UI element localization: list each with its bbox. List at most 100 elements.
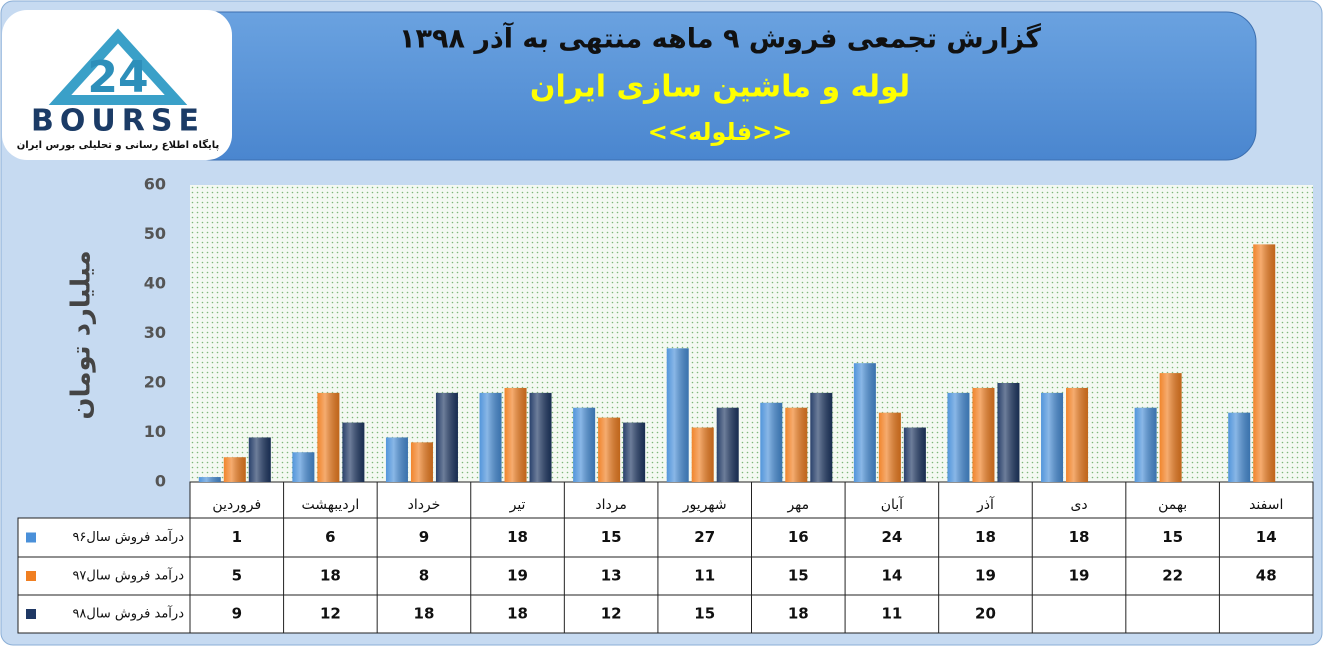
bar-highlight bbox=[972, 387, 995, 482]
table-cell: 18 bbox=[507, 605, 528, 623]
logo-name: BOURSE bbox=[31, 104, 205, 139]
x-tick-label: اردیبهشت bbox=[302, 497, 360, 513]
bar-highlight bbox=[1159, 373, 1182, 482]
table-cell: 15 bbox=[788, 567, 809, 585]
bar-highlight bbox=[810, 392, 833, 482]
legend-swatch bbox=[26, 609, 36, 619]
x-tick-label: مهر bbox=[786, 497, 809, 513]
legend-label: درآمد فروش سال۹۷ bbox=[72, 567, 184, 584]
bar-highlight bbox=[1228, 412, 1251, 482]
x-tick-label: اسفند bbox=[1249, 497, 1283, 513]
bar-highlight bbox=[760, 402, 783, 482]
chart-symbol: <<فلوله>> bbox=[648, 118, 793, 146]
logo-number: 24 bbox=[87, 52, 148, 103]
bar-highlight bbox=[1066, 387, 1089, 482]
table-cell: 12 bbox=[601, 605, 622, 623]
x-tick-label: دی bbox=[1070, 497, 1087, 513]
bar-highlight bbox=[504, 387, 527, 482]
y-axis-label: میلیارد تومان bbox=[67, 250, 97, 419]
table-cell: 18 bbox=[975, 528, 996, 546]
table-cell: 9 bbox=[232, 605, 242, 623]
table-cell: 18 bbox=[507, 528, 528, 546]
x-tick-label: آبان bbox=[881, 496, 904, 513]
bar-highlight bbox=[947, 392, 970, 482]
table-cell: 1 bbox=[232, 528, 242, 546]
table-cell: 5 bbox=[232, 567, 242, 585]
bar-highlight bbox=[691, 427, 714, 482]
x-tick-label: بهمن bbox=[1158, 497, 1187, 513]
bar-highlight bbox=[479, 392, 502, 482]
bar-highlight bbox=[292, 452, 315, 482]
table-cell: 18 bbox=[414, 605, 435, 623]
y-tick-label: 30 bbox=[144, 323, 166, 342]
y-tick-label: 0 bbox=[155, 472, 166, 491]
chart-title: گزارش تجمعی فروش ۹ ماهه منتهی به آذر ۱۳۹… bbox=[399, 22, 1041, 55]
table-cell: 14 bbox=[881, 567, 902, 585]
table-cell: 12 bbox=[320, 605, 341, 623]
table-cell: 9 bbox=[419, 528, 429, 546]
table-cell: 20 bbox=[975, 605, 996, 623]
bar-highlight bbox=[198, 477, 221, 482]
bar-highlight bbox=[1041, 392, 1064, 482]
bar-highlight bbox=[997, 383, 1020, 482]
logo-mark bbox=[48, 28, 188, 105]
x-tick-label: فروردین bbox=[212, 497, 261, 513]
table-cell: 19 bbox=[507, 567, 528, 585]
table-cell: 11 bbox=[881, 605, 902, 623]
bar-highlight bbox=[878, 412, 901, 482]
plot-area bbox=[190, 185, 1313, 482]
table-cell: 14 bbox=[1256, 528, 1277, 546]
table-cell: 19 bbox=[1069, 567, 1090, 585]
legend-swatch bbox=[26, 571, 36, 581]
bar-highlight bbox=[385, 437, 408, 482]
chart-subtitle: لوله و ماشین سازی ایران bbox=[530, 70, 910, 105]
table-legend-bg bbox=[17, 517, 191, 634]
bar-highlight bbox=[666, 348, 689, 482]
table-cell: 24 bbox=[881, 528, 902, 546]
bar-highlight bbox=[410, 442, 433, 482]
bar-highlight bbox=[716, 407, 739, 482]
bar-highlight bbox=[248, 437, 271, 482]
bar-highlight bbox=[623, 422, 646, 482]
bar-highlight bbox=[342, 422, 365, 482]
x-tick-label: خرداد bbox=[408, 497, 441, 513]
bar-highlight bbox=[785, 407, 808, 482]
bar-highlight bbox=[1253, 244, 1276, 482]
legend-label: درآمد فروش سال۹۶ bbox=[72, 528, 184, 545]
y-tick-label: 20 bbox=[144, 373, 166, 392]
bar-highlight bbox=[1134, 407, 1157, 482]
table-cell: 27 bbox=[694, 528, 715, 546]
table-cell: 8 bbox=[419, 567, 429, 585]
table-cell: 15 bbox=[601, 528, 622, 546]
table-cell: 18 bbox=[1069, 528, 1090, 546]
table-cell: 11 bbox=[694, 567, 715, 585]
y-tick-label: 10 bbox=[144, 422, 166, 441]
table-cell: 6 bbox=[325, 528, 335, 546]
table-cell: 18 bbox=[788, 605, 809, 623]
bar-highlight bbox=[223, 457, 246, 482]
logo-box bbox=[2, 10, 232, 160]
bar-highlight bbox=[573, 407, 596, 482]
table-cell: 18 bbox=[320, 567, 341, 585]
y-tick-label: 50 bbox=[144, 224, 166, 243]
logo-tagline: پایگاه اطلاع رسانی و تحلیلی بورس ایران bbox=[17, 138, 220, 151]
bar-highlight bbox=[317, 392, 340, 482]
table-cell: 15 bbox=[694, 605, 715, 623]
x-tick-label: آذر bbox=[976, 496, 995, 513]
table-cell: 19 bbox=[975, 567, 996, 585]
table-cell: 13 bbox=[601, 567, 622, 585]
bar-highlight bbox=[435, 392, 458, 482]
x-tick-label: مرداد bbox=[595, 497, 627, 513]
bar-highlight bbox=[903, 427, 926, 482]
bar-highlight bbox=[853, 363, 876, 482]
table-cell: 16 bbox=[788, 528, 809, 546]
table-cell: 22 bbox=[1162, 567, 1183, 585]
x-tick-label: شهریور bbox=[682, 497, 727, 513]
bar-highlight bbox=[598, 417, 621, 482]
x-tick-label: تیر bbox=[509, 497, 526, 513]
y-tick-label: 40 bbox=[144, 274, 166, 293]
bar-highlight bbox=[529, 392, 552, 482]
legend-label: درآمد فروش سال۹۸ bbox=[72, 605, 184, 622]
y-tick-label: 60 bbox=[144, 175, 166, 194]
